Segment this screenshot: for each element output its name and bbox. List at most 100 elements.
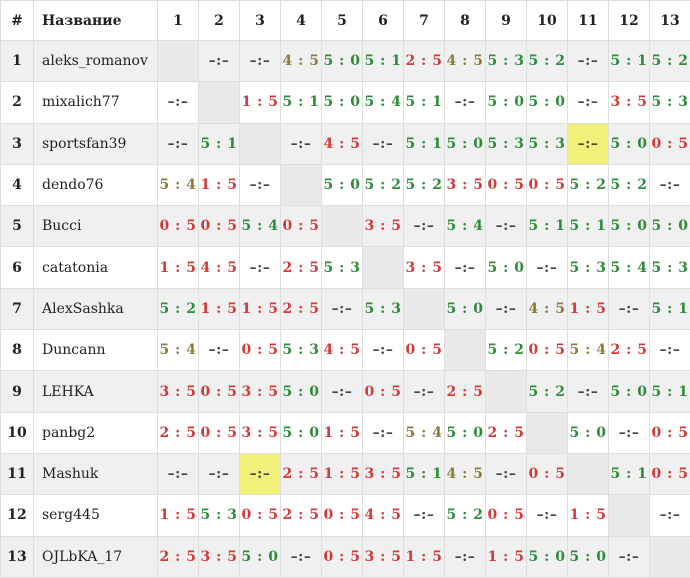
score-cell[interactable]: 1 : 5	[403, 535, 445, 578]
score-cell[interactable]: 5 : 4	[444, 205, 486, 248]
score-cell[interactable]: –:–	[239, 246, 281, 289]
score-cell[interactable]: 0 : 5	[239, 494, 281, 537]
score-cell[interactable]: 0 : 5	[362, 370, 404, 413]
player-name-link[interactable]: aleks_romanov	[33, 39, 158, 83]
score-cell[interactable]: –:–	[280, 535, 322, 578]
score-cell[interactable]: –:–	[403, 370, 445, 413]
score-cell[interactable]: 5 : 3	[362, 287, 404, 331]
score-cell[interactable]: 2 : 5	[444, 370, 486, 413]
score-cell[interactable]: 5 : 2	[649, 39, 690, 83]
score-cell[interactable]: –:–	[198, 329, 240, 372]
score-cell[interactable]: 5 : 2	[444, 494, 486, 537]
score-cell[interactable]: 5 : 2	[157, 287, 199, 331]
score-cell[interactable]: 5 : 0	[444, 411, 486, 454]
score-cell[interactable]: 2 : 5	[608, 329, 650, 372]
score-cell[interactable]: 5 : 0	[280, 370, 322, 413]
score-cell[interactable]: –:–	[485, 452, 527, 496]
score-cell[interactable]: 5 : 4	[239, 205, 281, 248]
score-cell[interactable]: 2 : 5	[157, 411, 199, 454]
score-cell[interactable]: 4 : 5	[362, 494, 404, 537]
score-cell[interactable]: 1 : 5	[567, 494, 609, 537]
score-cell[interactable]: 5 : 2	[526, 370, 568, 413]
score-cell[interactable]: 4 : 5	[198, 246, 240, 289]
score-cell[interactable]: 4 : 5	[444, 39, 486, 83]
score-cell[interactable]: 1 : 5	[321, 452, 363, 496]
score-cell[interactable]: –:–	[157, 122, 199, 165]
score-cell[interactable]: 2 : 5	[280, 452, 322, 496]
score-cell[interactable]: 3 : 5	[362, 452, 404, 496]
score-cell[interactable]: 5 : 3	[280, 329, 322, 372]
score-cell[interactable]: 3 : 5	[239, 411, 281, 454]
score-cell[interactable]: 5 : 1	[649, 287, 690, 331]
score-cell[interactable]: 5 : 0	[485, 246, 527, 289]
score-cell[interactable]: 5 : 3	[321, 246, 363, 289]
score-cell[interactable]: 5 : 0	[321, 81, 363, 124]
score-cell[interactable]: –:–	[321, 370, 363, 413]
score-cell[interactable]: 5 : 0	[321, 39, 363, 83]
player-name-link[interactable]: Bucci	[33, 205, 158, 248]
score-cell[interactable]: –:–	[649, 494, 690, 537]
score-cell[interactable]: 2 : 5	[280, 287, 322, 331]
score-cell[interactable]: 0 : 5	[649, 122, 690, 165]
score-cell[interactable]: 0 : 5	[198, 411, 240, 454]
score-cell[interactable]: 5 : 3	[485, 122, 527, 165]
score-cell[interactable]: 5 : 4	[567, 329, 609, 372]
score-cell[interactable]: 5 : 2	[608, 163, 650, 207]
score-cell[interactable]: 5 : 3	[567, 246, 609, 289]
score-cell[interactable]: 2 : 5	[280, 494, 322, 537]
score-cell[interactable]: –:–	[649, 329, 690, 372]
score-cell[interactable]: 5 : 0	[608, 205, 650, 248]
score-cell[interactable]: 5 : 0	[526, 81, 568, 124]
score-cell[interactable]: 4 : 5	[321, 329, 363, 372]
score-cell[interactable]: 5 : 3	[649, 81, 690, 124]
score-cell[interactable]: 0 : 5	[280, 205, 322, 248]
score-cell[interactable]: 5 : 1	[649, 370, 690, 413]
score-cell[interactable]: 5 : 0	[485, 81, 527, 124]
score-cell[interactable]: 5 : 1	[403, 452, 445, 496]
score-cell[interactable]: 2 : 5	[280, 246, 322, 289]
score-cell[interactable]: 0 : 5	[526, 329, 568, 372]
score-cell[interactable]: 0 : 5	[526, 452, 568, 496]
player-name-link[interactable]: panbg2	[33, 411, 158, 454]
player-name-link[interactable]: LEHKA	[33, 370, 158, 413]
score-cell[interactable]: –:–	[485, 287, 527, 331]
score-cell[interactable]: 0 : 5	[485, 494, 527, 537]
score-cell[interactable]: 5 : 3	[526, 122, 568, 165]
score-cell[interactable]: 5 : 4	[157, 329, 199, 372]
score-cell[interactable]: 0 : 5	[649, 452, 690, 496]
score-cell[interactable]: –:–	[198, 452, 240, 496]
score-cell[interactable]: –:–	[608, 535, 650, 578]
score-cell[interactable]: 0 : 5	[321, 494, 363, 537]
score-cell[interactable]: 1 : 5	[567, 287, 609, 331]
score-cell[interactable]: 4 : 5	[444, 452, 486, 496]
player-name-link[interactable]: dendo76	[33, 163, 158, 207]
score-cell[interactable]: –:–	[362, 122, 404, 165]
score-cell[interactable]: –:–	[485, 205, 527, 248]
player-name-link[interactable]: Mashuk	[33, 452, 158, 496]
score-cell[interactable]: –:–	[321, 287, 363, 331]
score-cell[interactable]: 5 : 2	[567, 163, 609, 207]
score-cell[interactable]: 5 : 0	[444, 122, 486, 165]
score-cell[interactable]: 3 : 5	[157, 370, 199, 413]
score-cell[interactable]: 3 : 5	[608, 81, 650, 124]
score-cell[interactable]: 5 : 4	[608, 246, 650, 289]
score-cell[interactable]: 5 : 1	[280, 81, 322, 124]
score-cell[interactable]: 0 : 5	[485, 163, 527, 207]
score-cell[interactable]: 1 : 5	[198, 287, 240, 331]
score-cell[interactable]: –:–	[444, 81, 486, 124]
score-cell[interactable]: 1 : 5	[321, 411, 363, 454]
score-cell[interactable]: –:–	[444, 246, 486, 289]
score-cell[interactable]: 5 : 3	[649, 246, 690, 289]
score-cell[interactable]: 5 : 1	[403, 122, 445, 165]
player-name-link[interactable]: OJLbKA_17	[33, 535, 158, 578]
score-cell[interactable]: –:–	[608, 411, 650, 454]
score-cell[interactable]: 3 : 5	[362, 205, 404, 248]
score-cell[interactable]: 1 : 5	[157, 246, 199, 289]
score-cell[interactable]: 0 : 5	[157, 205, 199, 248]
score-cell[interactable]: 5 : 1	[608, 39, 650, 83]
score-cell[interactable]: 4 : 5	[280, 39, 322, 83]
score-cell[interactable]: –:–	[362, 411, 404, 454]
score-cell[interactable]: 5 : 0	[321, 163, 363, 207]
player-name-link[interactable]: mixalich77	[33, 81, 158, 124]
score-cell[interactable]: 1 : 5	[239, 81, 281, 124]
